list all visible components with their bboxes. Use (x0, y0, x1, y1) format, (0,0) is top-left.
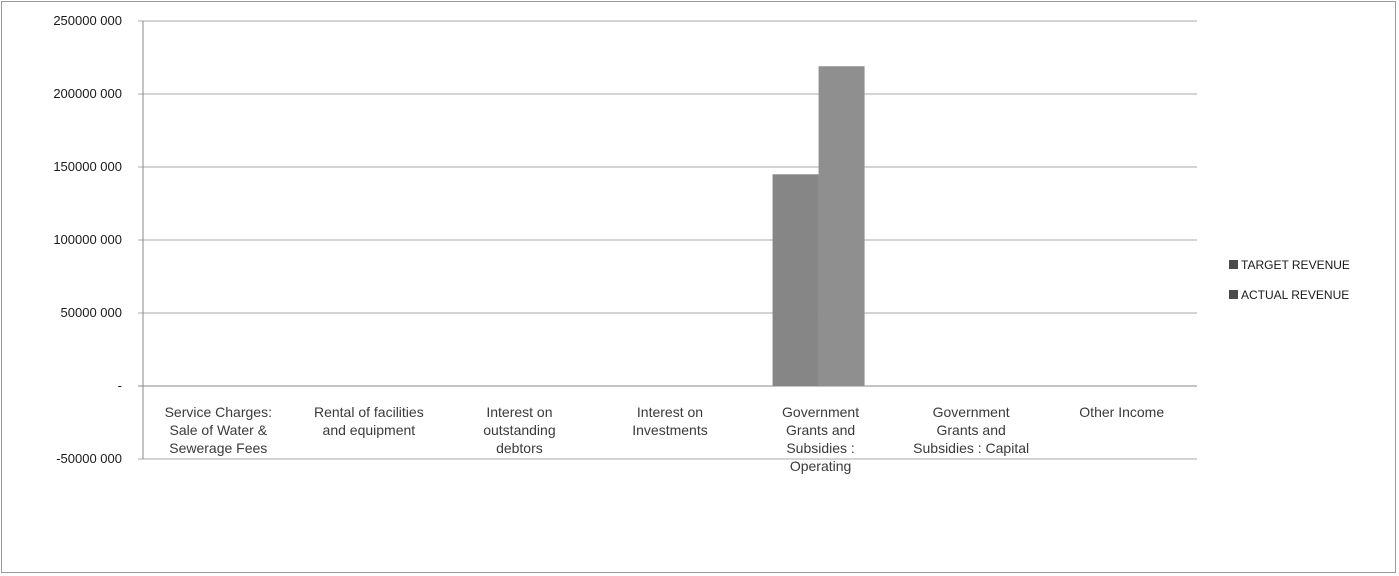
gridlines (138, 20, 1197, 460)
x-category-label: Interest on Investments (632, 404, 707, 438)
x-category-label-line: Service Charges: (165, 404, 272, 420)
x-category-label-line: Operating (790, 458, 851, 474)
x-category-label-line: Government (933, 404, 1010, 420)
y-tick-label: 200000 000 (53, 86, 122, 101)
legend: TARGET REVENUE ACTUAL REVENUE (1229, 258, 1350, 302)
x-category-label-line: Subsidies : Capital (913, 440, 1029, 456)
y-axis: 250000 000 200000 000 150000 000 100000 000… (53, 13, 144, 466)
x-category-label-line: Investments (632, 422, 707, 438)
x-category-label: Interest on outstanding debtors (483, 404, 555, 456)
y-tick-label: 100000 000 (53, 232, 122, 247)
legend-label: TARGET REVENUE (1241, 258, 1350, 272)
bar-actual-revenue (818, 66, 865, 386)
bar-target-revenue (772, 174, 819, 386)
legend-swatch (1229, 290, 1238, 299)
x-category-label-line: and equipment (323, 422, 416, 438)
x-category-label-line: Interest on (637, 404, 703, 420)
x-category-label: Rental of facilities and equipment (314, 404, 424, 438)
x-category-label-line: Sewerage Fees (169, 440, 267, 456)
y-tick-label: 150000 000 (53, 159, 122, 174)
x-category-label-line: Government (782, 404, 859, 420)
y-tick-label: 50000 000 (61, 305, 122, 320)
x-category-label-line: debtors (496, 440, 543, 456)
x-axis-labels: Service Charges: Sale of Water & Sewerage … (165, 404, 1165, 474)
x-category-label-line: Grants and (786, 422, 855, 438)
x-category-label: Government Grants and Subsidies : Operating (782, 404, 859, 474)
x-category-label-line: Subsidies : (786, 440, 854, 456)
x-category-label: Service Charges: Sale of Water & Sewerage … (165, 404, 272, 456)
x-category-label: Government Grants and Subsidies : Capital (913, 404, 1029, 456)
x-category-label-line: outstanding (483, 422, 555, 438)
x-category-label-line: Other Income (1079, 404, 1164, 420)
y-tick-label: -50000 000 (56, 451, 122, 466)
x-category-label-line: Sale of Water & (170, 422, 268, 438)
bars (772, 66, 865, 386)
x-category-label-line: Interest on (486, 404, 552, 420)
y-tick-label: - (118, 378, 122, 393)
y-tick-label: 250000 000 (53, 13, 122, 28)
legend-swatch (1229, 260, 1238, 269)
x-category-label-line: Rental of facilities (314, 404, 424, 420)
x-category-label: Other Income (1079, 404, 1164, 420)
legend-label: ACTUAL REVENUE (1241, 288, 1349, 302)
x-category-label-line: Grants and (937, 422, 1006, 438)
